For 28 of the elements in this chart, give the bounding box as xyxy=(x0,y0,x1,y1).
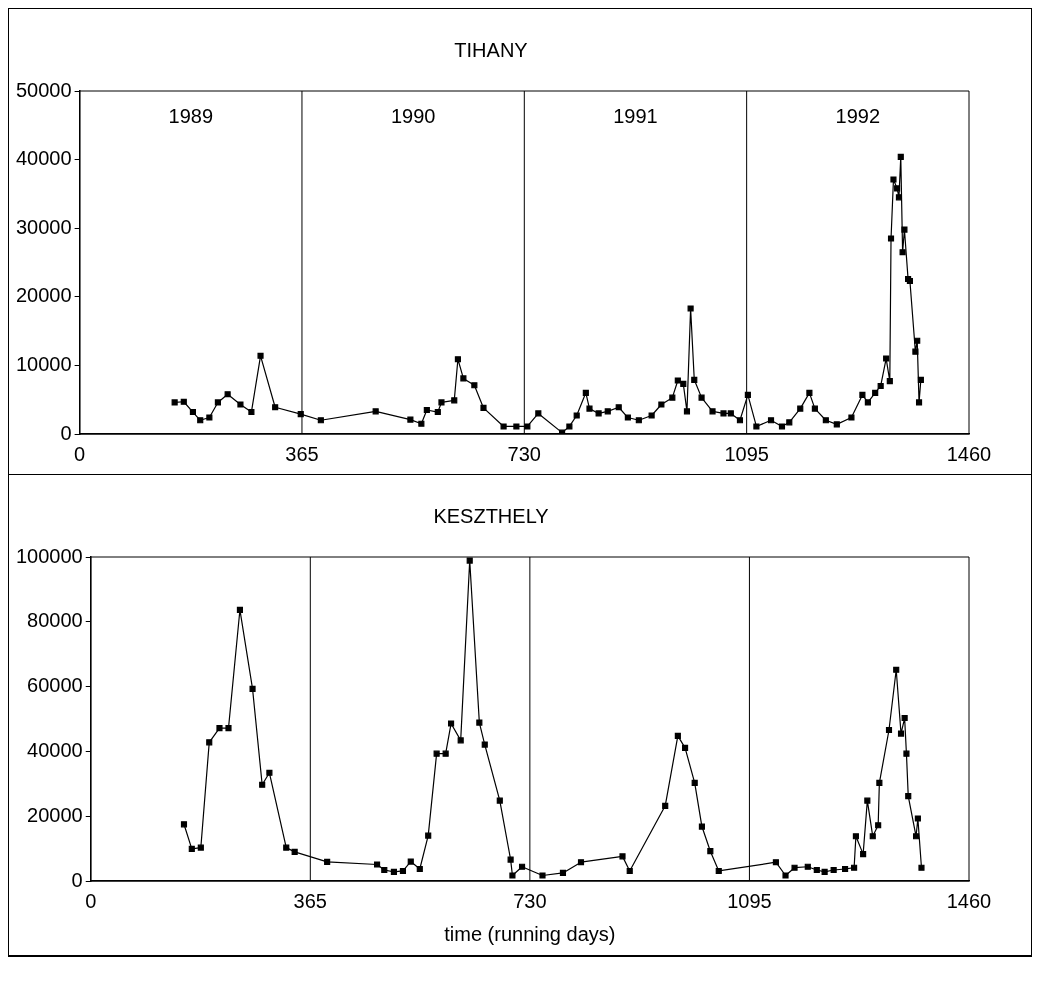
annotation: 1990 xyxy=(390,104,436,127)
x-tick-label: 365 xyxy=(285,442,319,465)
annotation: 1992 xyxy=(835,104,881,127)
y-tick-label: 0 xyxy=(71,868,83,891)
y-tick-label: 40000 xyxy=(15,147,72,170)
y-tick-label: 10000 xyxy=(15,352,72,375)
x-axis-title: time (running days) xyxy=(444,922,616,945)
x-tick-label: 0 xyxy=(85,889,97,912)
y-tick-label: 40000 xyxy=(27,738,83,761)
y-tick-label: 30000 xyxy=(15,215,72,238)
y-tick-label: 20000 xyxy=(15,284,72,307)
y-tick-label: 50000 xyxy=(15,78,72,101)
chart-title: KESZTHELY xyxy=(433,504,549,527)
chart-title: TIHANY xyxy=(454,38,528,61)
y-tick-label: 60000 xyxy=(27,674,83,697)
annotation: 1991 xyxy=(613,104,658,127)
annotation: 1989 xyxy=(168,104,214,127)
x-tick-label: 730 xyxy=(507,442,541,465)
y-tick-label: 100000 xyxy=(15,544,83,567)
x-tick-label: 1095 xyxy=(724,442,769,465)
x-tick-label: 730 xyxy=(513,889,547,912)
y-tick-label: 20000 xyxy=(27,803,83,826)
x-tick-label: 365 xyxy=(293,889,327,912)
y-tick-label: 0 xyxy=(60,421,72,444)
y-tick-label: 80000 xyxy=(27,609,83,632)
x-tick-label: 1460 xyxy=(946,889,992,912)
x-tick-label: 1095 xyxy=(727,889,772,912)
x-tick-label: 1460 xyxy=(946,442,992,465)
